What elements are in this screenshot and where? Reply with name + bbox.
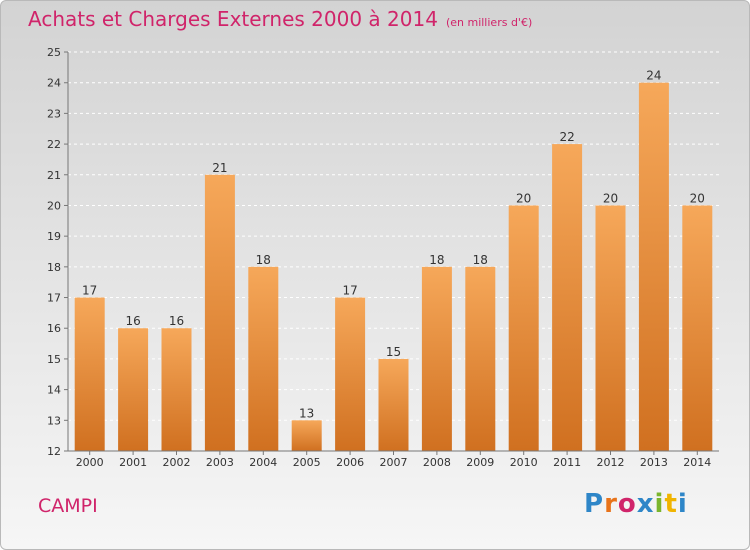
bar [421, 266, 452, 451]
bar [465, 266, 496, 451]
data-label: 17 [82, 284, 97, 298]
data-label: 13 [299, 406, 314, 420]
x-tick-label: 2009 [466, 456, 494, 469]
x-tick-label: 2012 [597, 456, 625, 469]
data-label: 15 [386, 345, 401, 359]
bar [595, 205, 626, 451]
proxiti-logo: Proxiti [584, 489, 688, 519]
bar [204, 174, 235, 451]
logo-letter: t [664, 489, 678, 519]
y-tick-label: 15 [47, 353, 61, 366]
y-tick-label: 24 [47, 77, 61, 90]
logo-letter: r [604, 489, 618, 519]
x-tick-label: 2006 [336, 456, 364, 469]
y-tick-label: 19 [47, 230, 61, 243]
data-label: 20 [603, 191, 618, 205]
data-label: 16 [169, 314, 184, 328]
data-label: 21 [212, 161, 227, 175]
x-tick-label: 2005 [293, 456, 321, 469]
chart-unit-label: (en milliers d'€) [445, 16, 533, 29]
y-tick-label: 18 [47, 261, 61, 274]
bar-layer: 17 16 16 21 18 13 17 15 18 18 20 22 20 24 20 [74, 69, 713, 452]
logo-letter: x [636, 489, 655, 519]
bar [118, 328, 149, 451]
x-tick-label: 2010 [510, 456, 538, 469]
chart-title-text: Achats et Charges Externes 2000 à 2014 [28, 7, 438, 31]
bar [291, 420, 322, 451]
bar [248, 266, 279, 451]
y-tick-label: 17 [47, 292, 61, 305]
bar [508, 205, 539, 451]
y-tick-label: 22 [47, 138, 61, 151]
x-tick-label: 2001 [119, 456, 147, 469]
x-tick-label: 2014 [683, 456, 711, 469]
y-tick-label: 12 [47, 445, 61, 458]
logo-letter: i [654, 489, 665, 519]
x-tick-label: 2011 [553, 456, 581, 469]
data-label: 18 [473, 253, 488, 267]
y-tick-label: 16 [47, 322, 61, 335]
x-tick-label: 2013 [640, 456, 668, 469]
x-tick-label: 2004 [249, 456, 277, 469]
bar [682, 205, 713, 451]
axis-layer: 12 13 14 15 16 17 18 19 20 21 22 23 24 25 2000 2001 2002… [47, 46, 719, 469]
data-label: 18 [256, 253, 271, 267]
bar [552, 144, 583, 452]
logo-letter: i [677, 489, 688, 519]
data-label: 20 [690, 191, 705, 205]
data-label: 16 [125, 314, 140, 328]
y-tick-label: 20 [47, 199, 61, 212]
logo-letter: o [617, 489, 637, 519]
y-tick-label: 23 [47, 107, 61, 120]
data-label: 17 [342, 284, 357, 298]
bar [74, 297, 105, 451]
y-tick-label: 25 [47, 46, 61, 59]
y-tick-label: 14 [47, 384, 61, 397]
x-tick-label: 2008 [423, 456, 451, 469]
x-tick-label: 2007 [380, 456, 408, 469]
x-tick-label: 2002 [163, 456, 191, 469]
chart-title: Achats et Charges Externes 2000 à 2014 (e… [28, 7, 532, 31]
bar [378, 358, 409, 451]
data-label: 20 [516, 191, 531, 205]
x-tick-label: 2000 [76, 456, 104, 469]
data-label: 22 [559, 130, 574, 144]
data-label: 18 [429, 253, 444, 267]
logo-letter: P [584, 489, 605, 519]
bar [638, 82, 669, 451]
bar [161, 328, 192, 451]
y-tick-label: 13 [47, 414, 61, 427]
commune-name: CAMPI [38, 495, 98, 517]
bar [335, 297, 366, 451]
y-tick-label: 21 [47, 169, 61, 182]
x-tick-label: 2003 [206, 456, 234, 469]
data-label: 24 [646, 69, 661, 83]
